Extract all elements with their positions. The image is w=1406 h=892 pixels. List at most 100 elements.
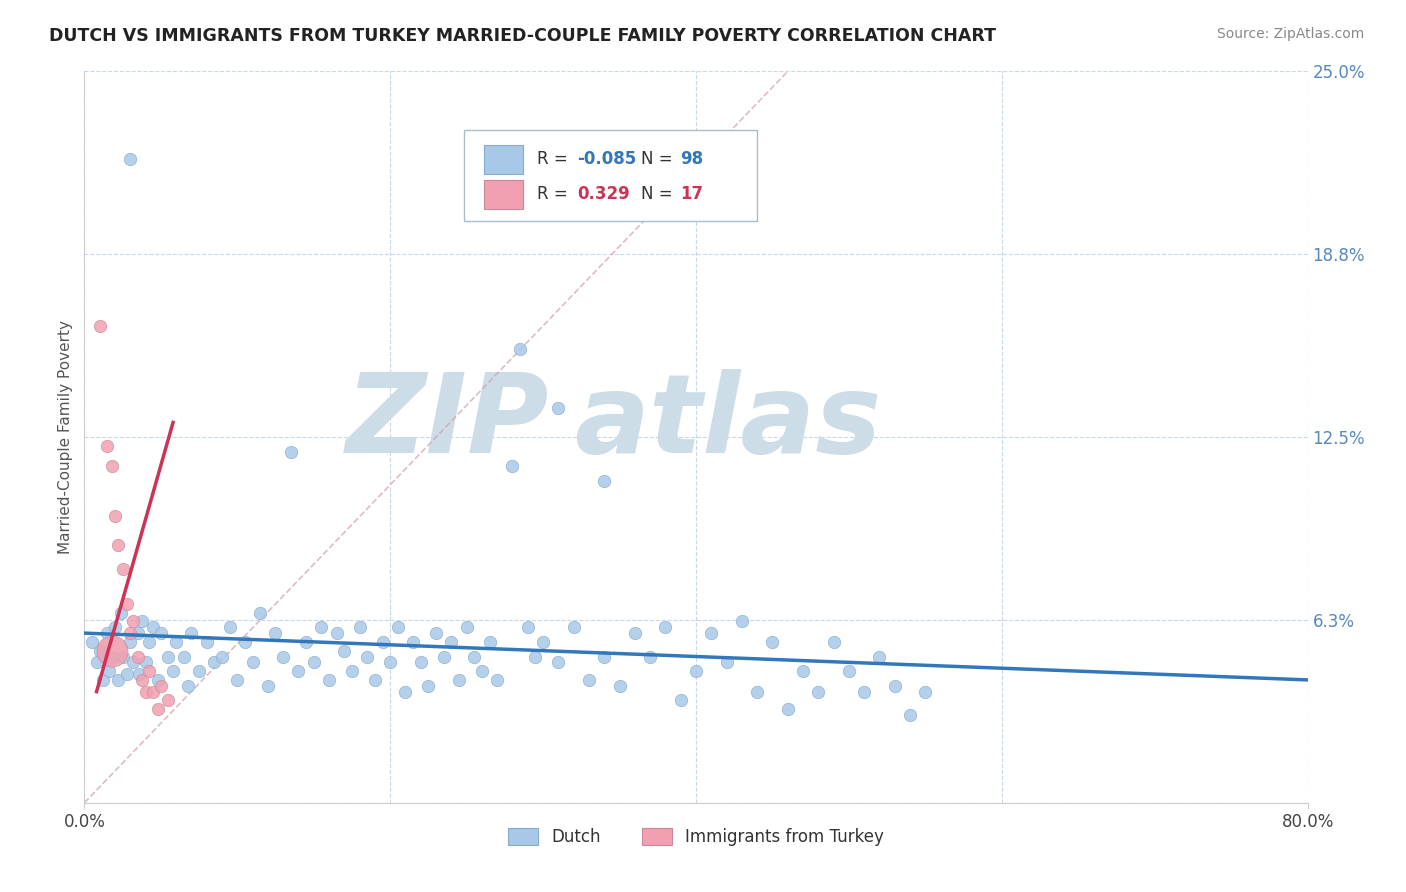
Point <box>318 673 340 687</box>
Point <box>122 615 145 629</box>
Point <box>162 664 184 678</box>
Point <box>146 673 169 687</box>
Point <box>110 606 132 620</box>
Point <box>853 684 876 698</box>
Point <box>287 664 309 678</box>
Point <box>120 626 142 640</box>
Text: 0.329: 0.329 <box>578 186 630 203</box>
Point <box>101 643 124 657</box>
Point <box>80 635 103 649</box>
Text: 17: 17 <box>681 186 703 203</box>
Point <box>311 620 333 634</box>
Point <box>146 702 169 716</box>
Point <box>380 656 402 670</box>
Point <box>195 635 218 649</box>
Point <box>271 649 294 664</box>
Point <box>104 620 127 634</box>
Point <box>111 562 134 576</box>
Text: -0.085: -0.085 <box>578 150 637 168</box>
Point <box>122 656 145 670</box>
Point <box>478 635 501 649</box>
Point <box>425 626 447 640</box>
Point <box>516 620 538 634</box>
Point <box>394 684 416 698</box>
Point <box>104 509 127 524</box>
Point <box>593 474 616 488</box>
Point <box>157 649 180 664</box>
Point <box>333 643 356 657</box>
Point <box>486 673 509 687</box>
Text: ZIP: ZIP <box>346 369 550 476</box>
Text: Source: ZipAtlas.com: Source: ZipAtlas.com <box>1216 27 1364 41</box>
Point <box>249 606 271 620</box>
Point <box>86 656 108 670</box>
Point <box>233 635 256 649</box>
Point <box>128 667 150 681</box>
Point <box>131 615 153 629</box>
Point <box>89 643 111 657</box>
Point <box>731 615 754 629</box>
Point <box>115 667 138 681</box>
Point <box>402 635 425 649</box>
Point <box>202 656 225 670</box>
Point <box>138 664 160 678</box>
FancyBboxPatch shape <box>484 179 523 209</box>
Point <box>115 597 138 611</box>
Point <box>96 439 118 453</box>
Point <box>242 656 264 670</box>
Point <box>325 626 347 640</box>
Point <box>135 656 157 670</box>
Point <box>807 684 830 698</box>
Point <box>340 664 363 678</box>
Point <box>356 649 378 664</box>
Point <box>180 626 202 640</box>
Point <box>138 635 160 649</box>
Legend: Dutch, Immigrants from Turkey: Dutch, Immigrants from Turkey <box>501 822 891 853</box>
Point <box>264 626 287 640</box>
Point <box>463 649 485 664</box>
Point <box>838 664 860 678</box>
Point <box>823 635 845 649</box>
Point <box>700 626 723 640</box>
Point <box>96 626 118 640</box>
Point <box>97 664 120 678</box>
Point <box>218 620 240 634</box>
Point <box>509 343 531 357</box>
Point <box>409 656 432 670</box>
Point <box>226 673 249 687</box>
Point <box>295 635 318 649</box>
Point <box>120 152 142 166</box>
Point <box>371 635 394 649</box>
Point <box>914 684 936 698</box>
Point <box>898 708 921 723</box>
Y-axis label: Married-Couple Family Poverty: Married-Couple Family Poverty <box>58 320 73 554</box>
Point <box>149 626 172 640</box>
Point <box>471 664 494 678</box>
Point <box>578 673 600 687</box>
Point <box>883 679 905 693</box>
Text: atlas: atlas <box>574 369 882 476</box>
Point <box>211 649 233 664</box>
Point <box>257 679 280 693</box>
Point <box>173 649 195 664</box>
Point <box>547 656 569 670</box>
Point <box>135 684 157 698</box>
Point <box>447 673 470 687</box>
Point <box>188 664 211 678</box>
Point <box>149 679 172 693</box>
Point <box>127 649 149 664</box>
Point <box>418 679 440 693</box>
Point <box>716 656 738 670</box>
Point <box>364 673 387 687</box>
Point <box>593 649 616 664</box>
Point <box>107 538 129 552</box>
Point <box>747 684 769 698</box>
Point <box>869 649 891 664</box>
Point <box>654 620 676 634</box>
Text: R =: R = <box>537 186 574 203</box>
Point <box>669 693 692 707</box>
Text: DUTCH VS IMMIGRANTS FROM TURKEY MARRIED-COUPLE FAMILY POVERTY CORRELATION CHART: DUTCH VS IMMIGRANTS FROM TURKEY MARRIED-… <box>49 27 997 45</box>
Point <box>142 684 165 698</box>
Point <box>91 673 114 687</box>
Point <box>101 459 124 474</box>
